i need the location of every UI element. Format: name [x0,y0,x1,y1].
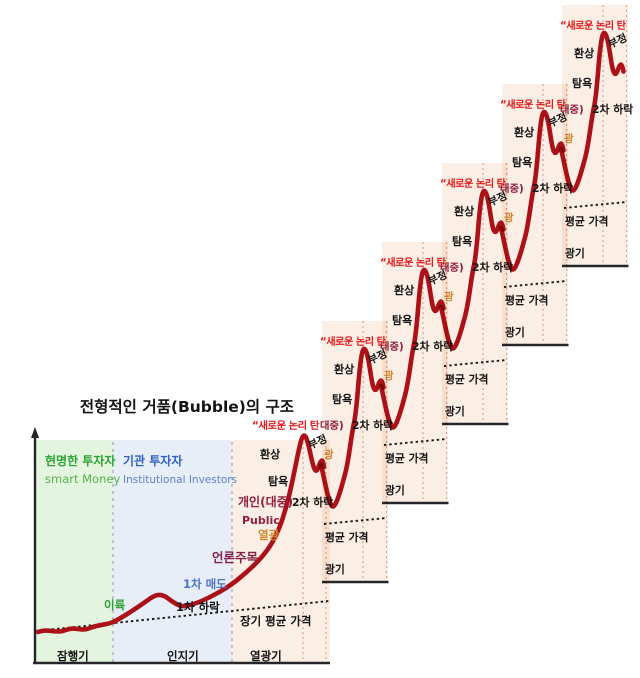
panel-bg [562,5,628,266]
public-label-ko: 개인(대중) [238,494,293,509]
institutional-label-en: Institutional Investors [123,474,237,486]
mania-cut-label: 광 [444,291,454,303]
awareness-zone-bg [113,440,232,663]
new-paradigm-label: “새로운 논리 탄 [560,19,627,32]
greed-label: 탐욕 [268,475,288,488]
new-paradigm-label: “새로운 논리 탄 [500,98,567,111]
price-curve [318,346,386,509]
greed-label: 탐욕 [512,156,532,169]
long-term-mean-line [35,600,330,632]
masses-cut-label: 대중) [440,261,464,274]
long-term-mean-label: 장기 평균 가격 [240,614,312,628]
institutional-label-ko: 기관 투자자 [123,453,182,468]
mania-phase-cut-label: 광기 [325,562,345,576]
price-curve [498,109,566,272]
mean-price-cut-label: 평균 가격 [565,214,609,228]
mania-cut-label: 광 [504,212,514,224]
public-label-en: Public [242,514,280,527]
price-curve [558,30,626,193]
chart-title: 전형적인 거품(Bubble)의 구조 [80,397,294,416]
mania-phase-cut-label: 광기 [445,404,465,418]
bubble-panel: “새로운 논리 탄 대중) 2차 하락 환상 탐욕 부정 광 평균 가격 광기 [318,321,393,584]
greed-label: 탐욕 [452,235,472,248]
mania-phase-cut-label: 광기 [505,325,525,339]
y-axis-arrowhead [31,427,39,438]
bubble-panel: “새로운 논리 탄 대중) 2차 하락 환상 탐욕 부정 광 평균 가격 광기 [498,84,573,347]
panel-bg [322,321,388,582]
price-curve [378,267,446,430]
delusion-label: 환상 [394,283,414,297]
mania-cut-label: 광 [324,449,334,461]
new-paradigm-label: “새로운 논리 탄 [320,335,387,348]
greed-label: 탐욕 [572,77,592,90]
new-paradigm-label: “새로운 논리 탄 [440,177,507,190]
phase-label-mania: 열광기 [250,649,282,663]
phase-label-stealth: 잠행기 [57,649,89,663]
delusion-label: 환상 [514,125,534,139]
second-drop-label: 2차 하락 [592,102,633,116]
price-curve [35,433,327,635]
delusion-label: 환상 [454,204,474,218]
smart-money-label-en: smart Money [45,472,120,486]
greed-label: 탐욕 [332,393,352,406]
bubble-panel: “새로운 논리 탄 대중) 2차 하락 환상 탐욕 부정 광 평균 가격 광기 [378,242,453,505]
smart-money-label-ko: 현명한 투자자 [45,453,115,468]
panel-bg [442,163,508,424]
mania-zone-bg [232,440,330,663]
mania-cut-label: 광 [384,370,394,382]
phase-label-awareness: 인지기 [167,649,199,663]
delusion-label: 환상 [260,447,280,461]
greed-label: 탐욕 [392,314,412,327]
panel-bg [502,84,568,345]
enthusiasm-label: 열광 [258,528,280,542]
bubble-panel: “새로운 논리 탄 대중) 2차 하락 환상 탐욕 부정 광 평균 가격 광기 [438,163,513,426]
takeoff-label: 이륙 [104,598,126,612]
new-paradigm-label: “새로운 논리 탄 [380,256,447,269]
masses-cut-label: 대중) [560,103,584,116]
delusion-label: 환상 [334,362,354,376]
mania-cut-label: 광 [564,133,574,145]
mean-price-cut-label: 평균 가격 [325,530,369,544]
mania-phase-cut-label: 광기 [565,246,585,260]
mean-price-cut-label: 평균 가격 [445,372,489,386]
mania-phase-cut-label: 광기 [385,483,405,497]
mean-price-cut-label: 평균 가격 [385,451,429,465]
base-chart: 전형적인 거품(Bubble)의 구조 현명한 투자자 smart Money … [31,397,333,665]
media-attention-label: 언론주목 [212,550,259,565]
new-paradigm-label: “새로운 논리 탄 [252,419,320,432]
mean-price-cut-label: 평균 가격 [505,293,549,307]
masses-cut-label: 대중) [320,419,344,432]
panel-bg [382,242,448,503]
bubble-panel: “새로운 논리 탄 대중) 2차 하락 환상 탐욕 부정 광 평균 가격 광기 [558,5,633,268]
first-drop-label: 1차 하락 [176,600,220,614]
delusion-label: 환상 [574,46,594,60]
masses-cut-label: 대중) [380,340,404,353]
price-curve [438,188,506,351]
first-sell-label: 1차 매도 [183,577,227,591]
masses-cut-label: 대중) [500,182,524,195]
